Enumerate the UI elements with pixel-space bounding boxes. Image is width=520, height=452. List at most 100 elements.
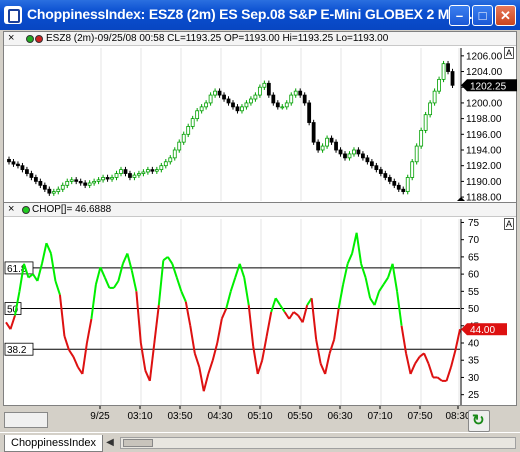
chop-line-segment <box>68 349 75 358</box>
candle-body <box>132 174 137 178</box>
candle-body <box>20 165 25 171</box>
price-header-text: ESZ8 (2m)-09/25/08 00:58 CL=1193.25 OP=1… <box>46 33 389 44</box>
chop-line-segment <box>180 290 187 303</box>
candle-body <box>343 153 347 159</box>
chop-line-segment <box>72 356 79 368</box>
chop-line-segment <box>54 280 61 296</box>
candle-body <box>378 169 383 174</box>
candle-body <box>320 145 325 151</box>
candle-body <box>257 86 262 96</box>
candle-body <box>428 102 433 116</box>
chop-line-segment <box>261 335 268 361</box>
chop-line-segment <box>436 376 443 382</box>
chop-line-segment <box>9 315 16 330</box>
chop-line-segment <box>319 363 327 375</box>
chop-line-segment <box>229 277 237 292</box>
chop-line-segment <box>175 277 183 292</box>
tab-choppinessindex[interactable]: ChoppinessIndex <box>4 435 104 452</box>
chop-line-segment <box>279 304 286 313</box>
candle-body <box>123 169 128 174</box>
chop-line-segment <box>387 263 394 278</box>
candle-body <box>119 169 123 174</box>
minimize-button[interactable]: – <box>449 5 470 26</box>
candle-body <box>231 102 235 108</box>
chop-line-segment <box>288 311 295 320</box>
candle-body <box>213 90 217 96</box>
tab-scroll-left-icon[interactable]: ◀ <box>106 437 114 448</box>
chop-line-segment <box>139 342 147 371</box>
time-tick-label: 04:30 <box>207 411 232 422</box>
indicator-tick-label: 70 <box>468 235 480 246</box>
indicator-tick-label: 65 <box>468 252 480 263</box>
close-pane-icon[interactable]: × <box>8 32 15 44</box>
scrollbar-thumb[interactable] <box>123 439 153 447</box>
candle-body <box>369 161 374 167</box>
chop-line-segment <box>274 297 282 306</box>
chop-line-segment <box>301 304 309 323</box>
price-pane[interactable]: × ESZ8 (2m)-09/25/08 00:58 CL=1193.25 OP… <box>3 31 517 204</box>
candle-body <box>441 63 446 80</box>
chop-line-segment <box>283 311 291 320</box>
price-tick-label: 1198.00 <box>466 114 502 125</box>
chart-scroll-box[interactable] <box>4 412 48 428</box>
chop-line-segment <box>211 342 219 361</box>
candle-body <box>222 94 226 100</box>
indicator-header-text: CHOP[]= 46.6888 <box>32 204 112 215</box>
indicator-tick-label: 25 <box>468 390 480 401</box>
status-red-icon <box>35 35 43 43</box>
candle-body <box>316 141 321 151</box>
horizontal-scrollbar[interactable] <box>120 437 516 449</box>
close-indicator-icon[interactable]: × <box>8 203 15 215</box>
candle-body <box>16 163 20 167</box>
candle-body <box>199 106 204 112</box>
indicator-axis-lock-button[interactable]: A <box>504 218 514 230</box>
chop-line-segment <box>121 253 129 265</box>
chop-line-segment <box>369 297 376 306</box>
price-marker-icon <box>457 197 465 201</box>
close-button[interactable]: ✕ <box>495 5 516 26</box>
chop-line-segment <box>293 311 299 317</box>
refresh-icon[interactable] <box>468 410 490 432</box>
chop-line-segment <box>45 242 52 254</box>
chop-line-segment <box>94 266 102 285</box>
chop-line-segment <box>333 308 340 340</box>
candle-body <box>145 169 150 173</box>
title-bar[interactable]: ChoppinessIndex: ESZ8 (2m) ES Sep.08 S&P… <box>0 0 520 30</box>
indicator-pane[interactable]: × CHOP[]= 46.6888 A 75706560555045403530… <box>3 202 517 406</box>
candle-body <box>293 90 298 96</box>
candle-body <box>244 102 249 108</box>
chop-line-segment <box>247 305 255 347</box>
time-tick-label: 08:30 <box>445 411 470 422</box>
candle-body <box>51 191 56 194</box>
chop-line-segment <box>234 263 241 278</box>
candle-body <box>154 169 159 172</box>
maximize-button[interactable]: □ <box>472 5 493 26</box>
price-tick-label: 1200.00 <box>466 98 503 109</box>
candle-body <box>356 149 361 155</box>
candle-body <box>410 161 415 178</box>
candle-body <box>392 180 397 186</box>
price-axis-lock-button[interactable]: A <box>504 47 514 59</box>
candle-body <box>163 161 168 167</box>
indicator-tick-label: 55 <box>468 287 480 298</box>
candle-body <box>7 159 11 163</box>
candle-body <box>25 169 29 174</box>
candle-body <box>226 98 231 104</box>
candle-body <box>289 94 294 104</box>
time-tick-label: 9/25 <box>90 411 110 422</box>
indicator-tick-label: 50 <box>468 304 480 315</box>
candle-body <box>74 179 79 182</box>
candle-body <box>204 102 209 108</box>
chop-line-segment <box>396 291 403 326</box>
time-axis-labels: 9/25 03:10 03:50 04:30 05:10 05:50 06:30 07:10 0… <box>90 406 471 422</box>
chop-line-segment <box>373 291 381 306</box>
candle-body <box>423 114 428 131</box>
time-tick-label: 05:50 <box>287 411 312 422</box>
candle-body <box>195 110 200 120</box>
chop-line-segment <box>49 253 57 282</box>
indicator-pane-header: × CHOP[]= 46.6888 <box>4 203 516 217</box>
candle-body <box>437 78 441 92</box>
time-tick-label: 05:10 <box>247 411 272 422</box>
status-green-icon <box>26 35 34 43</box>
